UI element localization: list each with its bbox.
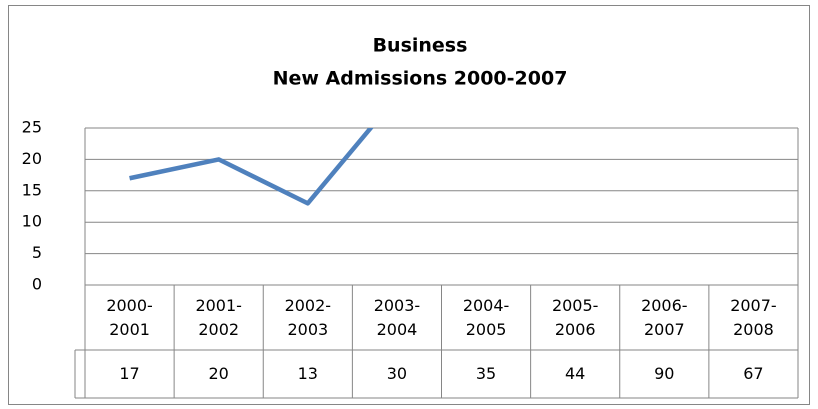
data-table-value: 17 <box>85 350 174 398</box>
data-table-value: 35 <box>442 350 531 398</box>
data-table-value-text: 13 <box>297 364 318 383</box>
y-tick-label: 0 <box>32 275 42 294</box>
data-table-value-text: 90 <box>654 364 675 383</box>
x-tick-label-box: 2000-2001 <box>85 285 174 350</box>
data-table-value-box: 35 <box>442 350 531 398</box>
x-tick-label: 2003-2004 <box>352 285 441 350</box>
data-table-value: 13 <box>263 350 352 398</box>
y-tick-label: 5 <box>32 243 42 262</box>
data-table-value-box: 17 <box>85 350 174 398</box>
x-tick-label: 2006-2007 <box>620 285 709 350</box>
y-tick-label: 15 <box>22 180 42 199</box>
x-tick-label: 2005-2006 <box>531 285 620 350</box>
x-tick-label-box: 2005-2006 <box>531 285 620 350</box>
data-table-value-box: 44 <box>531 350 620 398</box>
x-tick-label-text: 2000-2001 <box>106 295 153 339</box>
data-table-value: 44 <box>531 350 620 398</box>
x-tick-label-text: 2005-2006 <box>551 295 599 339</box>
x-tick-label: 2004-2005 <box>442 285 531 350</box>
x-tick-label-box: 2002-2003 <box>263 285 352 350</box>
data-table-value-box: 90 <box>620 350 709 398</box>
data-table-value: 20 <box>174 350 263 398</box>
data-table-value-text: 35 <box>475 364 497 383</box>
data-line <box>129 128 374 206</box>
x-tick-label-text: 2001-2002 <box>195 295 242 339</box>
x-tick-label: 2001-2002 <box>174 285 263 350</box>
y-tick-label: 10 <box>22 212 42 231</box>
x-tick-label: 2000-2001 <box>85 285 174 350</box>
data-table-value-box: 30 <box>352 350 441 398</box>
x-tick-label: 2002-2003 <box>263 285 352 350</box>
x-tick-label-text: 2004-2005 <box>462 295 510 339</box>
x-tick-label-box: 2006-2007 <box>620 285 709 350</box>
x-tick-label-box: 2003-2004 <box>352 285 441 350</box>
data-table-value-text: 44 <box>565 364 586 383</box>
data-table-value-text: 67 <box>743 364 764 383</box>
x-tick-label-text: 2007-2008 <box>730 295 777 339</box>
x-tick-label-box: 2007-2008 <box>709 285 798 350</box>
data-table-value: 67 <box>709 350 798 398</box>
chart-title: Business <box>373 35 468 57</box>
data-table-value: 90 <box>620 350 709 398</box>
data-table-value-text: 30 <box>386 364 408 383</box>
x-tick-label-text: 2003-2004 <box>373 295 421 339</box>
data-table-value-box: 13 <box>263 350 352 398</box>
x-tick-label-box: 2004-2005 <box>442 285 531 350</box>
chart-border <box>8 5 810 405</box>
data-table-value-text: 17 <box>119 364 140 383</box>
data-table-value-text: 20 <box>208 364 229 383</box>
y-tick-label: 25 <box>22 118 42 137</box>
y-tick-label: 20 <box>22 149 42 168</box>
x-tick-label-text: 2002-2003 <box>284 295 332 339</box>
x-tick-label-box: 2001-2002 <box>174 285 263 350</box>
data-table-value: 30 <box>352 350 441 398</box>
data-table-value-box: 20 <box>174 350 263 398</box>
data-table-value-box: 67 <box>709 350 798 398</box>
chart-subtitle: New Admissions 2000-2007 <box>273 68 568 90</box>
x-tick-label: 2007-2008 <box>709 285 798 350</box>
x-tick-label-text: 2006-2007 <box>641 295 688 339</box>
